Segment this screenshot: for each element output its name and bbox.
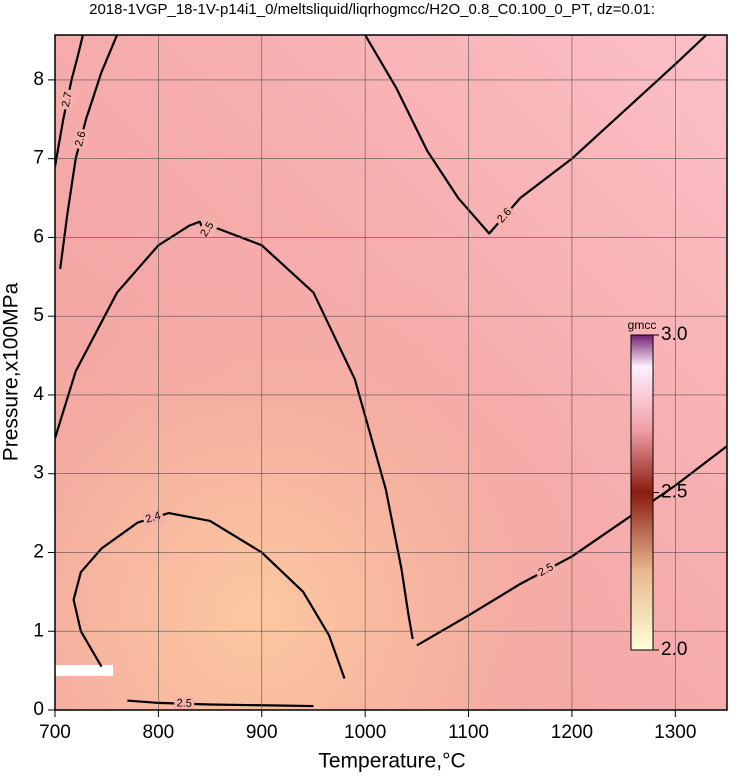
y-tick-label: 0 xyxy=(33,699,44,720)
x-tick-label: 900 xyxy=(246,722,278,743)
contour-label: 2.5 xyxy=(176,697,192,709)
contour-label-bg xyxy=(71,127,91,151)
contour-label: 2.4 xyxy=(144,510,162,526)
contour-label-bg xyxy=(58,88,77,111)
x-tick-label: 1100 xyxy=(448,722,489,743)
x-tick-label: 1000 xyxy=(344,722,386,743)
contour-label-bg xyxy=(533,559,559,582)
contour-layer: 2.52.52.42.62.62.72.5 xyxy=(55,35,727,710)
contour-label-bg xyxy=(196,217,219,242)
y-axis-label: Pressure,x100MPa xyxy=(0,282,23,461)
colorbar xyxy=(630,334,654,651)
contour-label: 2.6 xyxy=(73,130,88,148)
colorbar-tick-label: 2.5 xyxy=(661,482,687,503)
colorbar-tick-label: 2.0 xyxy=(661,639,687,660)
y-tick-label: 8 xyxy=(33,69,44,90)
x-tick-label: 1300 xyxy=(654,722,696,743)
plot-shading xyxy=(55,35,727,710)
y-tick-label: 2 xyxy=(33,541,44,562)
contour-label-bg xyxy=(141,508,165,528)
chart-title: 2018-1VGP_18-1V-p14i1_0/meltsliquid/liqr… xyxy=(89,1,655,18)
x-axis-label: Temperature,°C xyxy=(318,750,465,773)
plot-frame xyxy=(54,34,728,711)
y-tick-label: 4 xyxy=(33,384,44,405)
y-tick-label: 3 xyxy=(33,463,44,484)
contour-label-bg xyxy=(174,696,195,710)
x-tick-label: 700 xyxy=(39,722,71,743)
y-tick-label: 7 xyxy=(33,148,44,169)
y-tick-label: 5 xyxy=(33,305,44,326)
colorbar-label: gmcc xyxy=(628,318,657,332)
contour-line xyxy=(127,699,314,708)
contour-label: 2.7 xyxy=(60,91,75,108)
y-tick-label: 6 xyxy=(33,226,44,247)
x-tick-label: 1200 xyxy=(551,722,593,743)
blank-strip xyxy=(55,665,113,676)
y-tick-label: 1 xyxy=(33,620,44,641)
contour-label-bg xyxy=(492,203,517,228)
x-tick-label: 800 xyxy=(143,722,175,743)
colorbar-tick-label: 3.0 xyxy=(661,324,687,345)
